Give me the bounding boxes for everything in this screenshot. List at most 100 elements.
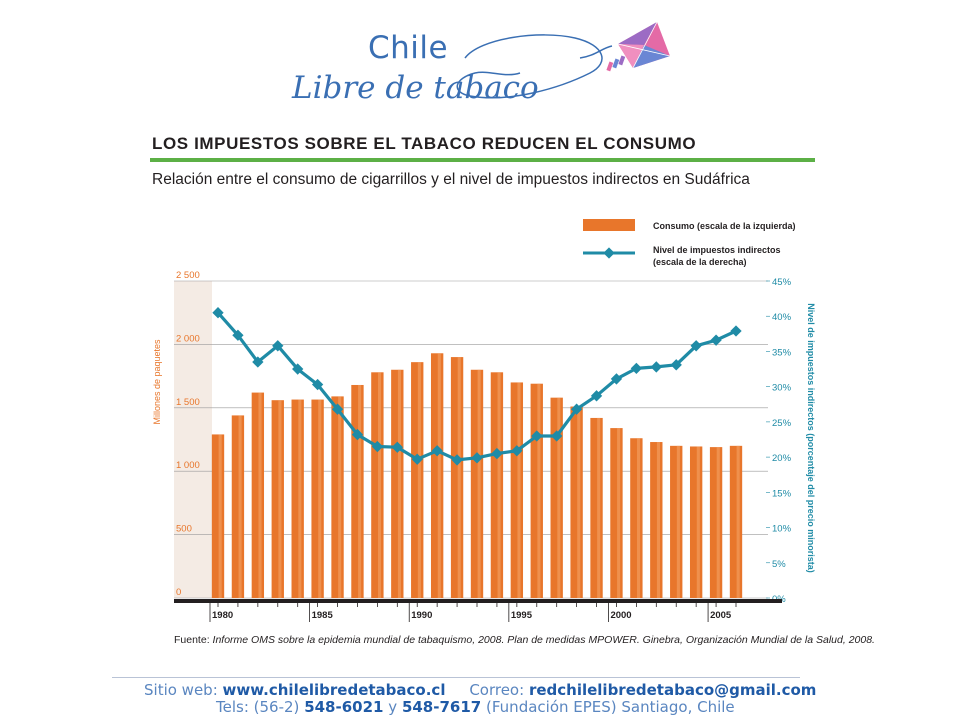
tel-1: 548-6021 xyxy=(304,698,384,716)
y2-tick-label: 30% xyxy=(772,383,792,394)
tels-label: Tels: (56-2) xyxy=(216,698,300,716)
line-point xyxy=(232,329,244,341)
bar-highlight xyxy=(537,383,541,598)
tels-y: y xyxy=(388,698,398,716)
line-point xyxy=(411,453,423,465)
line-point xyxy=(511,445,523,457)
bar xyxy=(490,372,504,598)
line-point xyxy=(730,325,742,337)
bar xyxy=(231,415,245,598)
logo: Chile Libre de tabaco xyxy=(290,18,690,113)
title-divider xyxy=(150,158,815,162)
legend-line-label-2: (escala de la derecha) xyxy=(653,257,747,267)
bar-highlight xyxy=(397,369,402,598)
bar-highlight xyxy=(338,396,342,598)
mail-label: Correo: xyxy=(469,681,525,699)
bar-highlight xyxy=(437,353,441,598)
logo-line1: Chile xyxy=(368,30,449,66)
bar xyxy=(510,382,524,598)
y2-tick-label: 10% xyxy=(772,524,792,535)
bar xyxy=(570,406,583,598)
bar xyxy=(251,392,265,598)
bar-highlight xyxy=(637,438,641,598)
line-point xyxy=(610,373,623,385)
x-axis xyxy=(174,599,782,603)
bar xyxy=(729,445,743,598)
kite-icon xyxy=(456,21,671,99)
email-link[interactable]: redchilelibredetabaco@gmail.com xyxy=(528,681,817,699)
y-axis-label: Millones de paquetes xyxy=(152,339,162,425)
bar xyxy=(530,383,543,598)
bar-highlight xyxy=(696,446,700,598)
x-tick-label: 2005 xyxy=(710,610,732,621)
bar-highlight xyxy=(716,447,720,598)
bar xyxy=(371,372,384,598)
bar xyxy=(331,396,344,598)
footer-line-2: Tels: (56-2) 548-6021 y 548-7617 (Fundac… xyxy=(216,698,735,716)
bar-highlight xyxy=(238,415,242,598)
org-text: (Fundación EPES) Santiago, Chile xyxy=(486,698,735,716)
x-tick-label: 1980 xyxy=(212,610,233,621)
line-point xyxy=(491,447,503,460)
y2-tick-label: 45% xyxy=(772,277,792,288)
line-point xyxy=(311,378,324,391)
y-tick-label: 0 xyxy=(176,587,181,598)
bar xyxy=(311,399,324,598)
chart-subtitle: Relación entre el consumo de cigarrillos… xyxy=(152,171,750,188)
line-point xyxy=(451,454,463,466)
bar-highlight xyxy=(617,428,621,598)
bar-highlight xyxy=(278,400,282,598)
legend-line-marker xyxy=(603,247,615,259)
bar xyxy=(590,417,603,598)
source-text: Informe OMS sobre la epidemia mundial de… xyxy=(212,634,875,646)
bar-highlight xyxy=(258,392,262,598)
line-point xyxy=(272,340,284,352)
bar-highlight xyxy=(358,384,362,598)
logo-line2: Libre de tabaco xyxy=(292,70,539,106)
line-point xyxy=(710,334,722,346)
line-point xyxy=(590,390,603,402)
y2-tick-label: 35% xyxy=(772,347,792,358)
bar xyxy=(291,399,304,598)
source-label: Fuente: xyxy=(174,634,210,646)
bar xyxy=(391,369,404,598)
bar-highlight xyxy=(457,357,461,598)
legend-line-label: Nivel de impuestos indirectos xyxy=(653,245,781,255)
line-point xyxy=(371,440,384,453)
y2-tick-label: 5% xyxy=(772,559,786,570)
bar-highlight xyxy=(597,417,601,598)
line-point xyxy=(331,403,344,415)
y-tick-label: 1 500 xyxy=(176,397,200,408)
bar-highlight xyxy=(318,399,322,598)
line-point xyxy=(630,362,643,375)
bar-highlight xyxy=(676,445,680,598)
y2-axis-label: Nivel de impuestos indirectos (porcentaj… xyxy=(806,303,816,573)
bar xyxy=(470,369,484,598)
bar-highlight xyxy=(557,397,561,598)
line-point xyxy=(431,445,443,457)
y2-tick-label: 15% xyxy=(772,488,792,499)
line-point xyxy=(551,430,563,442)
line-point xyxy=(391,441,403,453)
bar-highlight xyxy=(736,445,740,598)
line-point xyxy=(252,356,264,368)
bar xyxy=(650,442,663,598)
bar-highlight xyxy=(656,442,661,598)
bar-highlight xyxy=(497,372,501,598)
bar-highlight xyxy=(577,406,581,598)
line-point xyxy=(531,430,543,442)
footer-divider xyxy=(112,677,800,678)
line-point xyxy=(690,340,702,352)
bar xyxy=(689,446,703,598)
bar xyxy=(430,353,444,598)
bar-highlight xyxy=(417,362,421,598)
bar xyxy=(450,357,464,598)
y2-tick-label: 25% xyxy=(772,418,792,429)
tel-2: 548-7617 xyxy=(401,698,482,716)
y2-tick-label: 20% xyxy=(772,453,792,464)
bar-highlight xyxy=(517,382,521,598)
bar xyxy=(411,362,424,598)
website-link[interactable]: www.chilelibredetabaco.cl xyxy=(222,681,446,699)
line-point xyxy=(351,428,364,441)
web-label: Sitio web: xyxy=(144,681,218,699)
